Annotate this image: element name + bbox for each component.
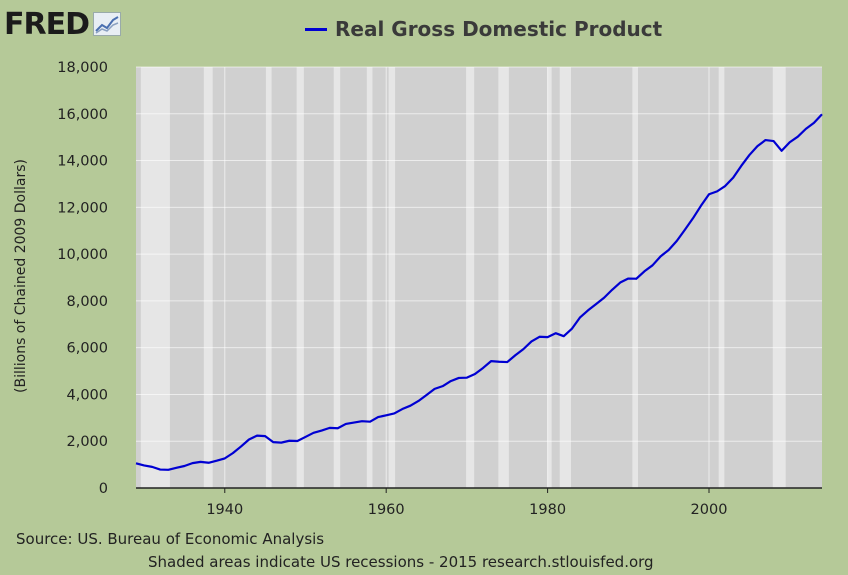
- y-tick-label-3: 6,000: [66, 341, 108, 357]
- fred-logo-text: FRED: [4, 6, 90, 42]
- recession-band-3: [296, 67, 304, 488]
- y-axis-label: (Billions of Chained 2009 Dollars): [13, 159, 29, 393]
- y-tick-label-8: 16,000: [57, 107, 108, 123]
- recession-band-0: [140, 67, 170, 488]
- recession-band-1: [203, 67, 213, 488]
- footer-source: Source: US. Bureau of Economic Analysis: [16, 530, 325, 548]
- y-tick-label-6: 12,000: [57, 200, 108, 216]
- fred-logo[interactable]: FRED: [4, 6, 121, 42]
- recession-band-9: [547, 67, 552, 488]
- recession-band-8: [498, 67, 509, 488]
- series-line-real-gdp: [135, 113, 823, 471]
- y-tick-label-1: 2,000: [66, 434, 108, 450]
- x-tick-label-1: 1960: [368, 502, 405, 518]
- y-tick-label-5: 10,000: [57, 247, 108, 263]
- recession-band-6: [388, 67, 396, 488]
- legend-swatch: [305, 27, 327, 31]
- y-tick-label-0: 0: [99, 481, 108, 497]
- y-tick-label-7: 14,000: [57, 154, 108, 170]
- recession-band-10: [559, 67, 572, 488]
- recession-band-7: [466, 67, 475, 488]
- x-tick-label-3: 2000: [691, 502, 728, 518]
- y-tick-label-9: 18,000: [57, 60, 108, 76]
- x-tick-label-0: 1940: [206, 502, 243, 518]
- legend-label: Real Gross Domestic Product: [335, 17, 663, 41]
- recession-band-12: [718, 67, 725, 488]
- x-tick-label-2: 1980: [529, 502, 566, 518]
- chart-legend: Real Gross Domestic Product: [305, 17, 662, 41]
- recession-band-4: [333, 67, 341, 488]
- recession-band-13: [772, 67, 786, 488]
- recession-band-2: [265, 67, 272, 488]
- y-tick-label-2: 4,000: [66, 387, 108, 403]
- recession-band-11: [632, 67, 638, 488]
- chart-trend-icon: [93, 12, 121, 36]
- y-tick-label-4: 8,000: [66, 294, 108, 310]
- recession-band-5: [366, 67, 373, 488]
- plot-background: [136, 67, 822, 488]
- footer-note: Shaded areas indicate US recessions - 20…: [148, 553, 654, 571]
